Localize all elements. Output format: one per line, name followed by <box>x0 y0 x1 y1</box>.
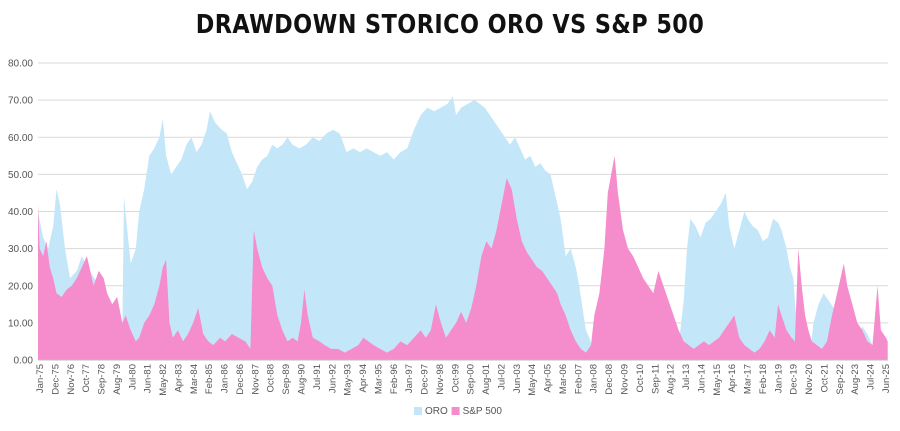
x-tick-label: Jun-25 <box>881 364 892 393</box>
y-tick-label: 80.00 <box>8 59 33 70</box>
legend-label-oro: ORO <box>425 406 448 417</box>
x-tick-label: Apr-94 <box>358 364 369 393</box>
y-tick-label: 50.00 <box>8 170 33 181</box>
x-tick-label: Feb-85 <box>204 364 215 394</box>
x-tick-label: Mar-17 <box>743 364 754 394</box>
x-tick-label: Dec-75 <box>50 364 61 395</box>
x-tick-label: Jun-03 <box>512 364 523 393</box>
x-tick-label: Jan-75 <box>35 364 46 393</box>
x-tick-label: Mar-06 <box>558 364 569 394</box>
x-tick-label: Oct-77 <box>81 364 92 393</box>
x-tick-label: Jun-81 <box>143 364 154 393</box>
x-tick-label: Jul-13 <box>681 364 692 390</box>
x-tick-label: Jan-97 <box>404 364 415 393</box>
y-tick-label: 10.00 <box>8 318 33 329</box>
x-tick-label: Nov-87 <box>250 364 261 395</box>
x-tick-label: Aug-79 <box>112 364 123 395</box>
x-tick-label: Jul-02 <box>497 364 508 390</box>
x-tick-label: Aug-12 <box>666 364 677 395</box>
x-tick-label: Apr-16 <box>727 364 738 393</box>
x-tick-label: Nov-76 <box>66 364 77 395</box>
x-tick-label: May-82 <box>158 364 169 396</box>
x-tick-label: Feb-18 <box>758 364 769 394</box>
legend-label-s-p-500: S&P 500 <box>463 406 503 417</box>
x-tick-label: Dec-08 <box>604 364 615 395</box>
x-tick-label: Aug-01 <box>481 364 492 395</box>
x-tick-label: Mar-84 <box>189 364 200 394</box>
x-tick-label: Apr-83 <box>173 364 184 393</box>
y-tick-label: 20.00 <box>8 281 33 292</box>
y-axis-ticks: 0.00 10.00 20.00 30.00 40.00 50.00 60.00 70.00 8… <box>8 59 33 367</box>
x-tick-label: Nov-20 <box>804 364 815 395</box>
y-tick-label: 0.00 <box>14 356 34 367</box>
x-tick-label: Feb-96 <box>389 364 400 394</box>
x-tick-label: Oct-10 <box>635 364 646 393</box>
x-tick-label: May-04 <box>527 364 538 396</box>
x-tick-label: Sep-89 <box>281 364 292 395</box>
x-tick-label: Sep-00 <box>466 364 477 395</box>
x-tick-label: May-93 <box>343 364 354 396</box>
x-tick-label: Jun-92 <box>327 364 338 393</box>
y-tick-label: 60.00 <box>8 133 33 144</box>
x-tick-label: Oct-88 <box>266 364 277 393</box>
x-tick-label: Jan-86 <box>220 364 231 393</box>
chart-title: DRAWDOWN STORICO ORO VS S&P 500 <box>195 10 705 40</box>
x-tick-label: Mar-95 <box>373 364 384 394</box>
area-oro <box>38 96 888 361</box>
x-tick-label: Jun-14 <box>696 364 707 393</box>
x-tick-label: Jul-24 <box>866 364 877 390</box>
legend: ORO S&P 500 <box>414 406 502 417</box>
area-s-p-500 <box>38 155 888 360</box>
x-tick-label: Jan-19 <box>773 364 784 393</box>
x-axis-ticks: Jan-75 Dec-75 Nov-76 Oct-77 Sep-78 Aug-79 Jul-… <box>35 364 892 396</box>
x-tick-label: Oct-99 <box>450 364 461 393</box>
x-tick-label: Nov-98 <box>435 364 446 395</box>
series-areas <box>38 96 888 361</box>
x-tick-label: May-15 <box>712 364 723 396</box>
legend-swatch-s-p-500 <box>451 407 460 415</box>
x-tick-label: Sep-11 <box>650 364 661 394</box>
y-tick-label: 40.00 <box>8 207 33 218</box>
legend-swatch-oro <box>414 407 422 415</box>
x-tick-label: Aug-23 <box>850 364 861 395</box>
x-tick-label: Jul-91 <box>312 364 323 390</box>
y-tick-label: 70.00 <box>8 96 33 107</box>
x-tick-label: Dec-19 <box>789 364 800 395</box>
x-tick-label: Dec-97 <box>420 364 431 395</box>
x-tick-label: Feb-07 <box>573 364 584 394</box>
x-tick-label: Oct-21 <box>820 364 831 393</box>
y-tick-label: 30.00 <box>8 244 33 255</box>
x-tick-label: Apr-05 <box>543 364 554 393</box>
x-tick-label: Aug-90 <box>297 364 308 395</box>
x-tick-label: Nov-09 <box>620 364 631 395</box>
x-tick-label: Jan-08 <box>589 364 600 393</box>
x-tick-label: Sep-22 <box>835 364 846 395</box>
x-tick-label: Dec-86 <box>235 364 246 395</box>
x-tick-label: Jul-80 <box>127 364 138 390</box>
x-tick-label: Sep-78 <box>97 364 108 395</box>
